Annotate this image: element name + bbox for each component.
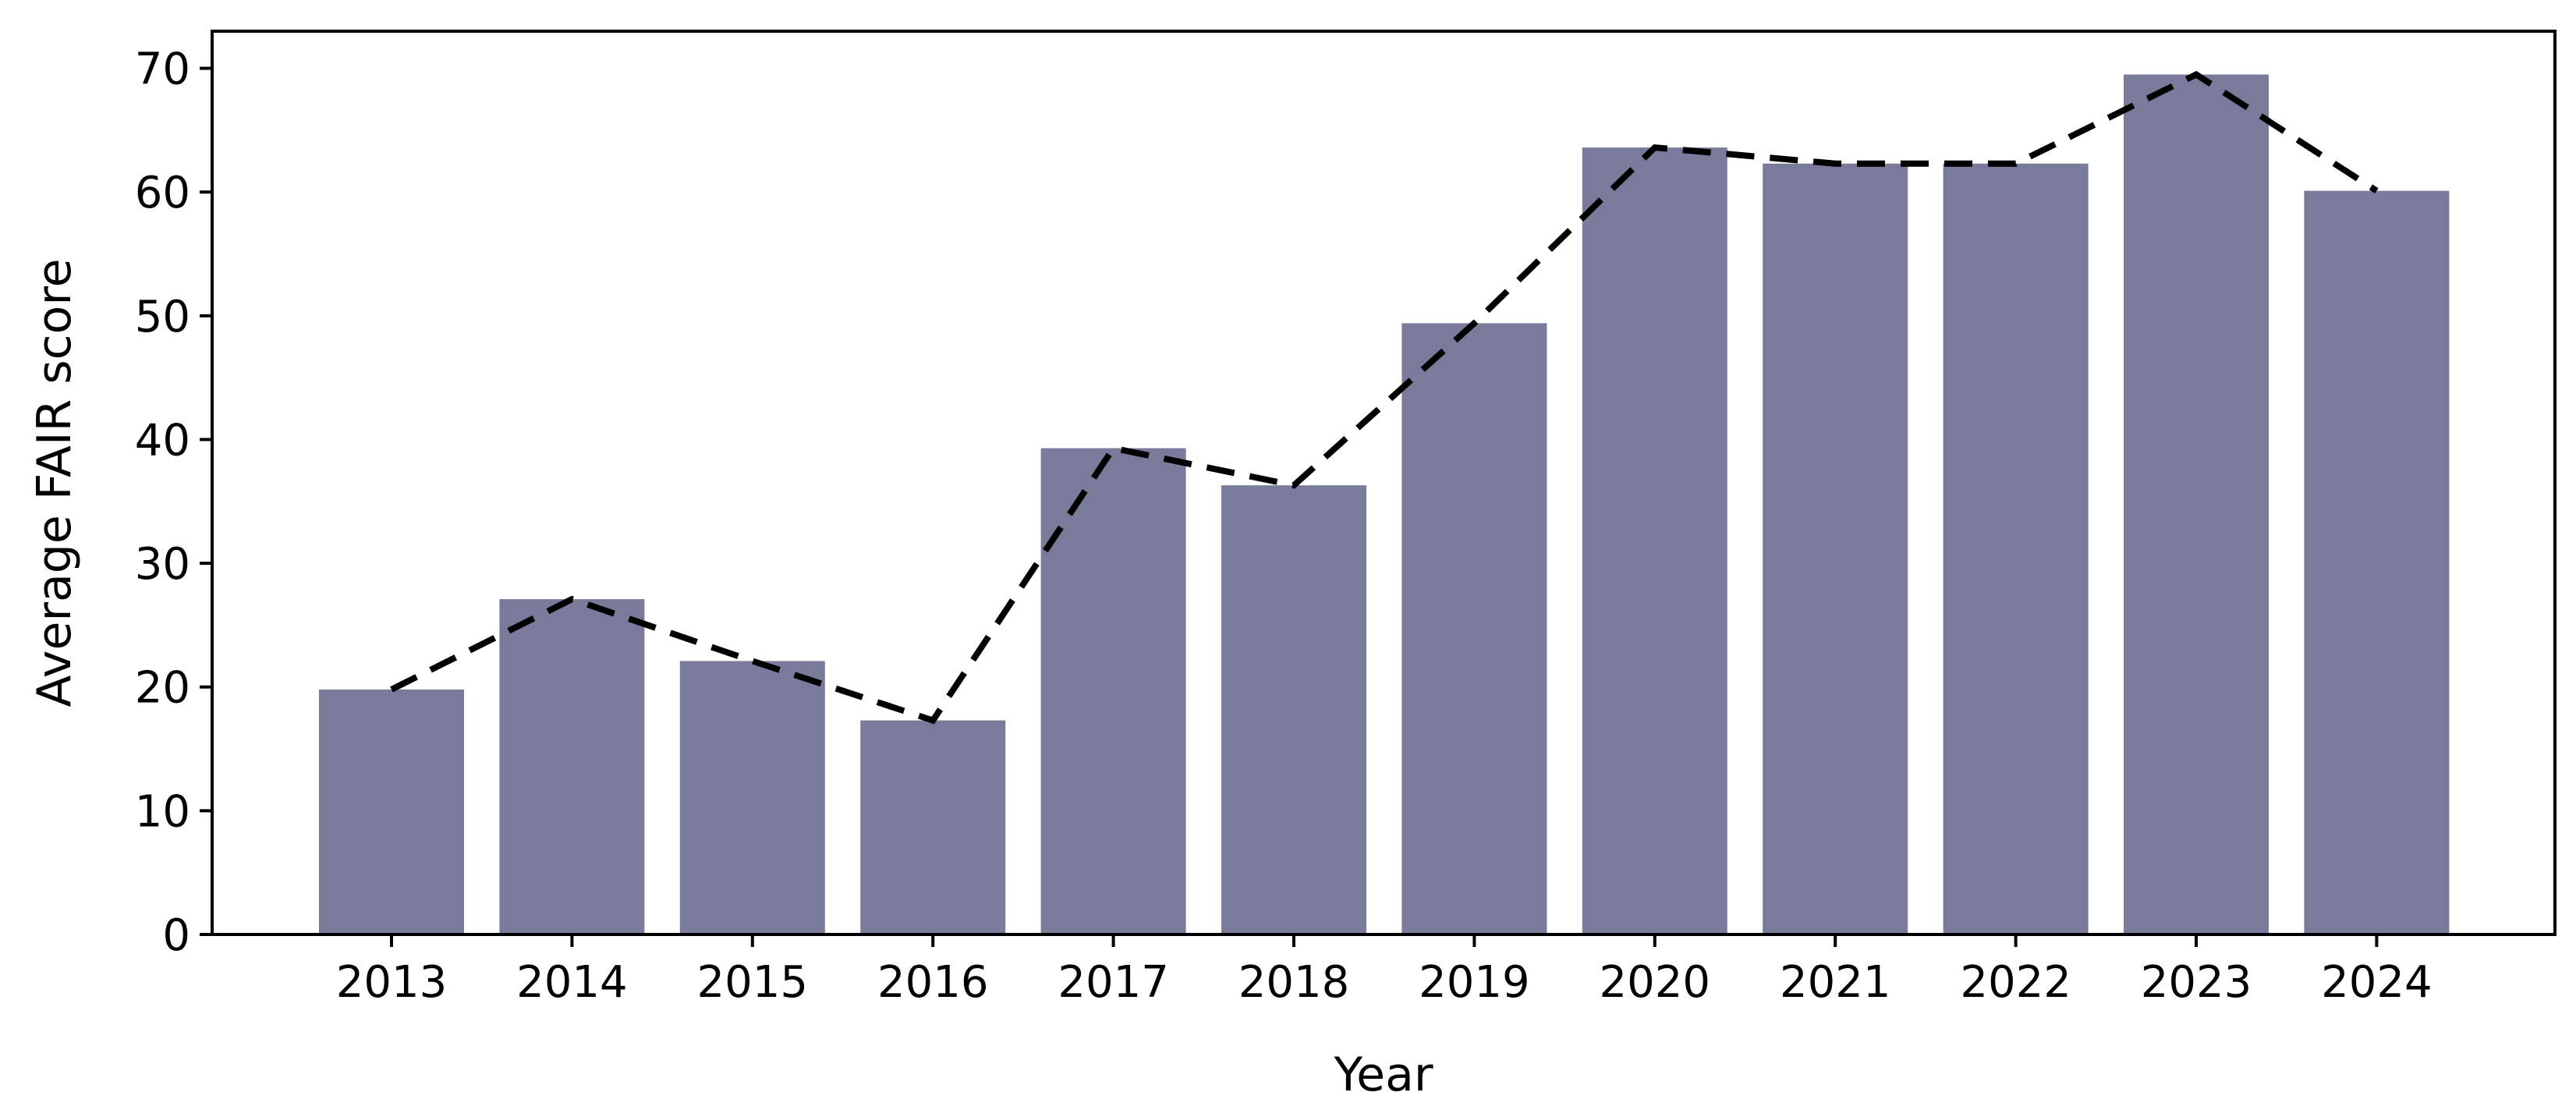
x-tick-label: 2022 bbox=[1960, 957, 2071, 1008]
bar-2022 bbox=[1943, 163, 2089, 934]
bar-2018 bbox=[1221, 485, 1366, 934]
y-axis-title: Average FAIR score bbox=[27, 258, 82, 707]
x-tick-label: 2023 bbox=[2141, 957, 2252, 1008]
x-axis: 2013 2014 2015 2016 2017 2018 2019 2020 2021 2022… bbox=[336, 934, 2432, 1008]
x-tick-label: 2017 bbox=[1058, 957, 1169, 1008]
x-tick-label: 2019 bbox=[1419, 957, 1530, 1008]
bar-2021 bbox=[1763, 163, 1908, 934]
trend-line bbox=[390, 70, 2379, 725]
y-tick-label: 60 bbox=[135, 168, 190, 218]
x-tick-label: 2021 bbox=[1780, 957, 1891, 1008]
x-axis-title: Year bbox=[1333, 1048, 1433, 1102]
bar-2014 bbox=[499, 599, 645, 934]
x-tick-label: 2014 bbox=[516, 957, 628, 1008]
bar-2017 bbox=[1040, 448, 1186, 934]
y-tick-label: 40 bbox=[135, 415, 190, 466]
bar-2015 bbox=[679, 661, 825, 934]
x-tick-label: 2013 bbox=[336, 957, 448, 1008]
x-tick-label: 2015 bbox=[697, 957, 809, 1008]
bar-2023 bbox=[2124, 74, 2269, 935]
x-tick-label: 2018 bbox=[1238, 957, 1350, 1008]
bar-2019 bbox=[1401, 323, 1547, 934]
plot-frame bbox=[211, 30, 2557, 936]
y-tick-label: 0 bbox=[162, 910, 190, 961]
bars-group bbox=[319, 74, 2450, 935]
x-tick-label: 2016 bbox=[877, 957, 989, 1008]
bar-2024 bbox=[2304, 190, 2450, 934]
y-tick-label: 50 bbox=[135, 292, 190, 342]
y-tick-label: 70 bbox=[135, 44, 190, 95]
y-tick-label: 10 bbox=[135, 786, 190, 837]
y-tick-label: 30 bbox=[135, 539, 190, 590]
y-axis: 0 10 20 30 40 50 60 70 bbox=[135, 44, 212, 961]
bar-2013 bbox=[319, 689, 464, 934]
bar-2016 bbox=[860, 720, 1006, 934]
bar-2020 bbox=[1582, 147, 1727, 935]
x-tick-label: 2020 bbox=[1600, 957, 1711, 1008]
y-tick-label: 20 bbox=[135, 663, 190, 714]
x-tick-label: 2024 bbox=[2321, 957, 2432, 1008]
